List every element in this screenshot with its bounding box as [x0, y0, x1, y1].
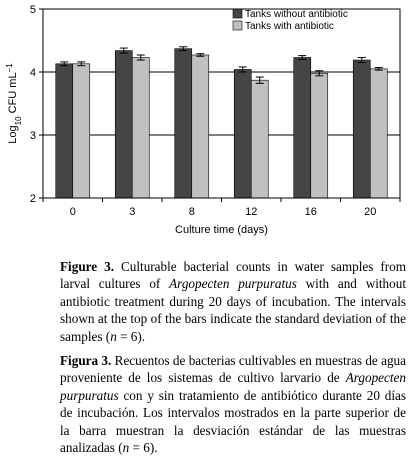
caption-es-text-3: = 6).	[129, 440, 158, 456]
caption-en-n: n	[110, 328, 117, 344]
plot-frame	[42, 8, 401, 199]
bars	[55, 46, 388, 199]
x-tick-label: 16	[305, 206, 317, 218]
bar-without-antibiotic	[352, 59, 371, 199]
x-tick-label: 20	[364, 206, 376, 218]
x-tick-label: 3	[129, 206, 135, 218]
y-axis-label-base: Log	[7, 125, 19, 143]
y-axis-label-mid: CFU mL	[7, 72, 19, 116]
bar-with-antibiotic	[72, 63, 91, 199]
bar-without-antibiotic	[114, 50, 133, 199]
legend-label: Tanks with antibiotic	[245, 21, 334, 32]
legend-swatch-with-antibiotic	[232, 20, 243, 31]
figure-caption-english: Figure 3. Culturable bacterial counts in…	[60, 258, 406, 345]
bar-without-antibiotic	[293, 57, 312, 199]
bar-with-antibiotic	[191, 54, 210, 199]
y-tick-label: 2	[30, 193, 36, 205]
caption-es-species: Argopecten purpuratus	[60, 370, 406, 403]
caption-en-text-3: = 6).	[116, 328, 146, 344]
figure-caption-spanish: Figura 3. Recuentos de bacterias cultiva…	[60, 352, 406, 456]
bar-without-antibiotic	[174, 48, 193, 199]
caption-es-label: Figura 3.	[60, 353, 112, 368]
x-tick-label: 12	[245, 206, 257, 218]
y-axis-label-sub: 10	[14, 116, 23, 125]
x-tick-label: 0	[70, 206, 76, 218]
legend-label: Tanks without antibiotic	[245, 9, 348, 20]
bar-chart: 2 3 4 5 0 3 8 12 16 20 Tanks without antibioticTa…	[5, 4, 401, 236]
bar-with-antibiotic	[310, 72, 329, 199]
legend-swatch-without-antibiotic	[232, 8, 243, 19]
x-axis-label: Culture time (days)	[175, 224, 268, 236]
caption-en-label: Figure 3.	[60, 259, 114, 274]
y-tick-label: 4	[30, 67, 36, 79]
y-axis-label-sup: −1	[5, 63, 14, 73]
axes: 2 3 4 5 0 3 8 12 16 20	[30, 4, 401, 218]
bar-with-antibiotic	[369, 68, 388, 199]
y-tick-label: 5	[30, 4, 36, 16]
bar-with-antibiotic	[131, 57, 150, 199]
gridlines	[43, 71, 400, 136]
bar-without-antibiotic	[55, 63, 74, 199]
caption-en-text-2: with and without antibiotic treatment du…	[60, 276, 406, 344]
bar-without-antibiotic	[233, 69, 252, 199]
y-tick-label: 3	[30, 130, 36, 142]
caption-es-text-1: Recuentos de bacterias cultivables en mu…	[60, 353, 406, 386]
caption-es-n: n	[122, 440, 130, 456]
x-tick-label: 8	[189, 206, 195, 218]
bar-with-antibiotic	[250, 79, 269, 199]
caption-en-text-1: Culturable bacterial counts in water sam…	[60, 259, 407, 292]
caption-en-species: Argopecten purpuratus	[169, 276, 297, 292]
caption-es-text-2: con y sin tratamiento de antibiótico dur…	[60, 387, 406, 456]
y-axis-label: Log10 CFU mL−1	[5, 63, 23, 144]
